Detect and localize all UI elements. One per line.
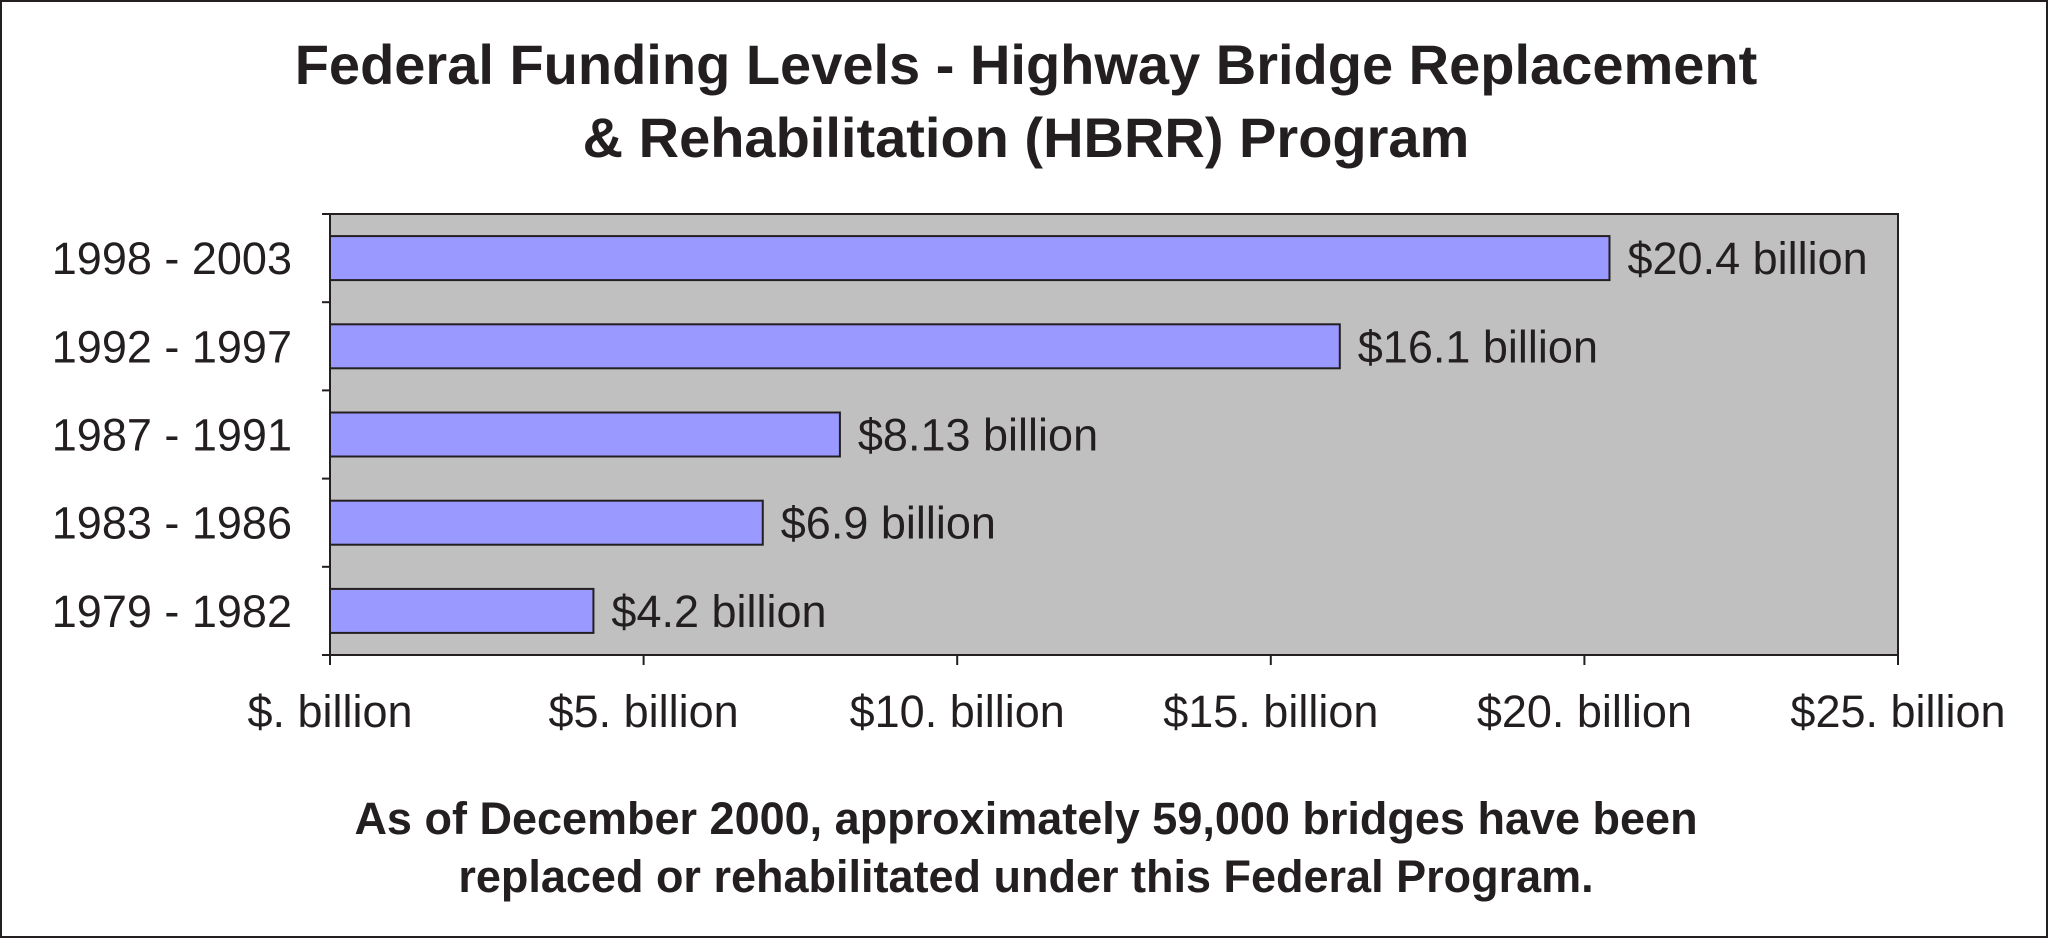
- category-label-3: 1983 - 1986: [52, 498, 292, 549]
- x-tick-label-3: $15. billion: [1163, 686, 1378, 737]
- bars-layer: [329, 235, 1611, 634]
- bar-0: [329, 235, 1611, 282]
- x-tick-label-2: $10. billion: [850, 686, 1065, 737]
- bar-3: [329, 499, 764, 546]
- chart-title-line-1: Federal Funding Levels - Highway Bridge …: [295, 33, 1758, 96]
- category-label-0: 1998 - 2003: [52, 233, 292, 284]
- x-tick-label-5: $25. billion: [1790, 686, 2005, 737]
- data-label-0: $20.4 billion: [1627, 233, 1867, 284]
- bar-2: [329, 411, 841, 458]
- data-label-2: $8.13 billion: [858, 410, 1098, 461]
- category-label-2: 1987 - 1991: [52, 410, 292, 461]
- category-label-4: 1979 - 1982: [52, 586, 292, 637]
- chart-title-line-2: & Rehabilitation (HBRR) Program: [583, 106, 1470, 169]
- labels-layer: $20.4 billion 1998 - 2003 $16.1 billion 199…: [52, 233, 2006, 737]
- data-label-4: $4.2 billion: [611, 586, 826, 637]
- bar-1: [329, 323, 1341, 370]
- bar-4: [329, 587, 595, 634]
- x-tick-label-4: $20. billion: [1477, 686, 1692, 737]
- category-label-1: 1992 - 1997: [52, 321, 292, 372]
- x-tick-label-1: $5. billion: [549, 686, 739, 737]
- data-label-1: $16.1 billion: [1358, 321, 1598, 372]
- footnote-line-1: As of December 2000, approximately 59,00…: [354, 793, 1697, 844]
- x-tick-label-0: $. billion: [247, 686, 412, 737]
- axes-layer: [322, 213, 1899, 665]
- footnote-line-2: replaced or rehabilitated under this Fed…: [458, 851, 1593, 902]
- data-label-3: $6.9 billion: [781, 498, 996, 549]
